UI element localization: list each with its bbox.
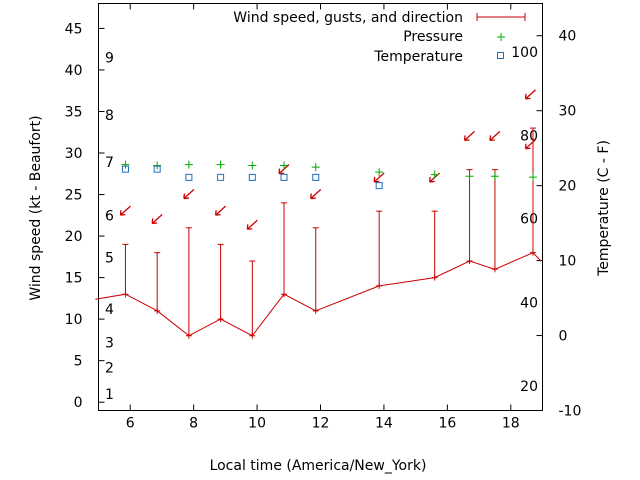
fahrenheit-label: 60 [520, 212, 538, 228]
wind-direction-arrow [310, 189, 322, 200]
pressure-point [216, 160, 225, 169]
y-left-tick-label: 5 [74, 354, 83, 370]
x-tick-label: 18 [502, 416, 520, 432]
x-tick-label: 12 [312, 416, 330, 432]
wind-direction-arrow [463, 130, 475, 142]
legend-label-wind: Wind speed, gusts, and direction [233, 10, 463, 26]
temperature-point [217, 173, 225, 181]
beaufort-label: 5 [105, 251, 114, 267]
legend-swatch-pressure [497, 33, 505, 41]
temperature-point [280, 173, 288, 181]
fahrenheit-label: 80 [520, 128, 538, 144]
y-left-tick-label: 20 [65, 229, 83, 245]
beaufort-label: 6 [105, 208, 114, 224]
pressure-point [280, 161, 289, 170]
y-right-tick-label: 0 [559, 329, 568, 345]
wind-point [185, 332, 192, 339]
pressure-point [121, 160, 130, 169]
y-left-tick-label: 10 [65, 312, 83, 328]
temperature-point [312, 173, 320, 181]
wind-direction-arrow [214, 205, 227, 216]
x-tick-label: 8 [189, 416, 198, 432]
legend-label-pressure: Pressure [403, 29, 463, 45]
y-left-tick-label: 0 [74, 395, 83, 411]
y-right-tick-label: 30 [559, 104, 577, 120]
temperature-point [153, 165, 161, 173]
legend-label-temperature: Temperature [373, 49, 463, 65]
beaufort-label: 2 [105, 360, 114, 376]
x-axis-label: Local time (America/New_York) [210, 458, 427, 474]
temperature-point [375, 182, 383, 190]
wind-point [217, 316, 224, 323]
y-right-tick-label: 10 [559, 254, 577, 270]
wind-direction-arrow [373, 172, 385, 183]
axes-layer: 6 8 10 12 14 16 18051015202530354045-100102030… [65, 3, 582, 432]
fahrenheit-label: 40 [520, 296, 538, 312]
legend: Wind speed, gusts, and direction Pressur… [233, 10, 526, 65]
wind-point [431, 274, 438, 281]
beaufort-label: 3 [105, 335, 114, 351]
pressure-point [311, 163, 320, 172]
pressure-point [528, 173, 537, 182]
beaufort-label: 7 [105, 155, 114, 171]
pressure-point [248, 161, 257, 170]
wind-point [122, 291, 129, 298]
y-left-tick-label: 45 [65, 21, 83, 37]
wind-point [466, 257, 473, 264]
legend-swatch-temperature [497, 52, 504, 59]
beaufort-label: 4 [105, 302, 114, 318]
wind-direction-arrow [151, 213, 163, 225]
x-tick-label: 10 [248, 416, 266, 432]
wind-point [281, 291, 288, 298]
wind-direction-arrow [524, 139, 536, 150]
temperature-point [185, 173, 193, 181]
y-right-tick-label: -10 [559, 404, 582, 420]
x-tick-label: 16 [438, 416, 456, 432]
wind-direction-arrow [246, 219, 258, 230]
wind-point [529, 249, 536, 256]
wind-direction-arrow [119, 205, 131, 216]
pressure-point [184, 160, 193, 169]
y-left-tick-label: 35 [65, 104, 83, 120]
temperature-point [248, 173, 256, 181]
wind-point [154, 307, 161, 314]
y-right-tick-label: 20 [559, 179, 577, 195]
wind-direction-arrow [489, 130, 501, 142]
y-left-tick-label: 40 [65, 63, 83, 79]
x-tick-label: 6 [126, 416, 135, 432]
wind-direction-arrow [524, 89, 536, 100]
wind-point [249, 332, 256, 339]
beaufort-label: 9 [105, 50, 114, 66]
y-axis-left-label: Wind speed (kt - Beaufort) [28, 115, 44, 300]
fahrenheit-label: 20 [520, 379, 538, 395]
y-left-tick-label: 15 [65, 271, 83, 287]
temperature-point [121, 165, 129, 173]
beaufort-label: 8 [105, 108, 114, 124]
pressure-point [430, 170, 439, 179]
pressure-point [465, 172, 474, 181]
y-axis-right-label: Temperature (C - F) [596, 140, 612, 277]
y-right-tick-label: 40 [559, 29, 577, 45]
beaufort-label: 1 [105, 387, 114, 403]
legend-swatch-wind [476, 13, 526, 21]
pressure-point [375, 168, 384, 177]
wind-point [312, 307, 319, 314]
wind-point [491, 266, 498, 273]
pressure-point [153, 161, 162, 170]
x-tick-label: 14 [375, 416, 393, 432]
pressure-point [490, 172, 499, 181]
series-layer [95, 89, 542, 339]
wind-point [376, 282, 383, 289]
y-left-tick-label: 25 [65, 188, 83, 204]
y-left-tick-label: 30 [65, 146, 83, 162]
plot-frame [98, 3, 543, 411]
fahrenheit-label: 100 [511, 45, 538, 61]
wind-speed-line [95, 252, 542, 337]
wind-direction-arrow [183, 189, 195, 200]
